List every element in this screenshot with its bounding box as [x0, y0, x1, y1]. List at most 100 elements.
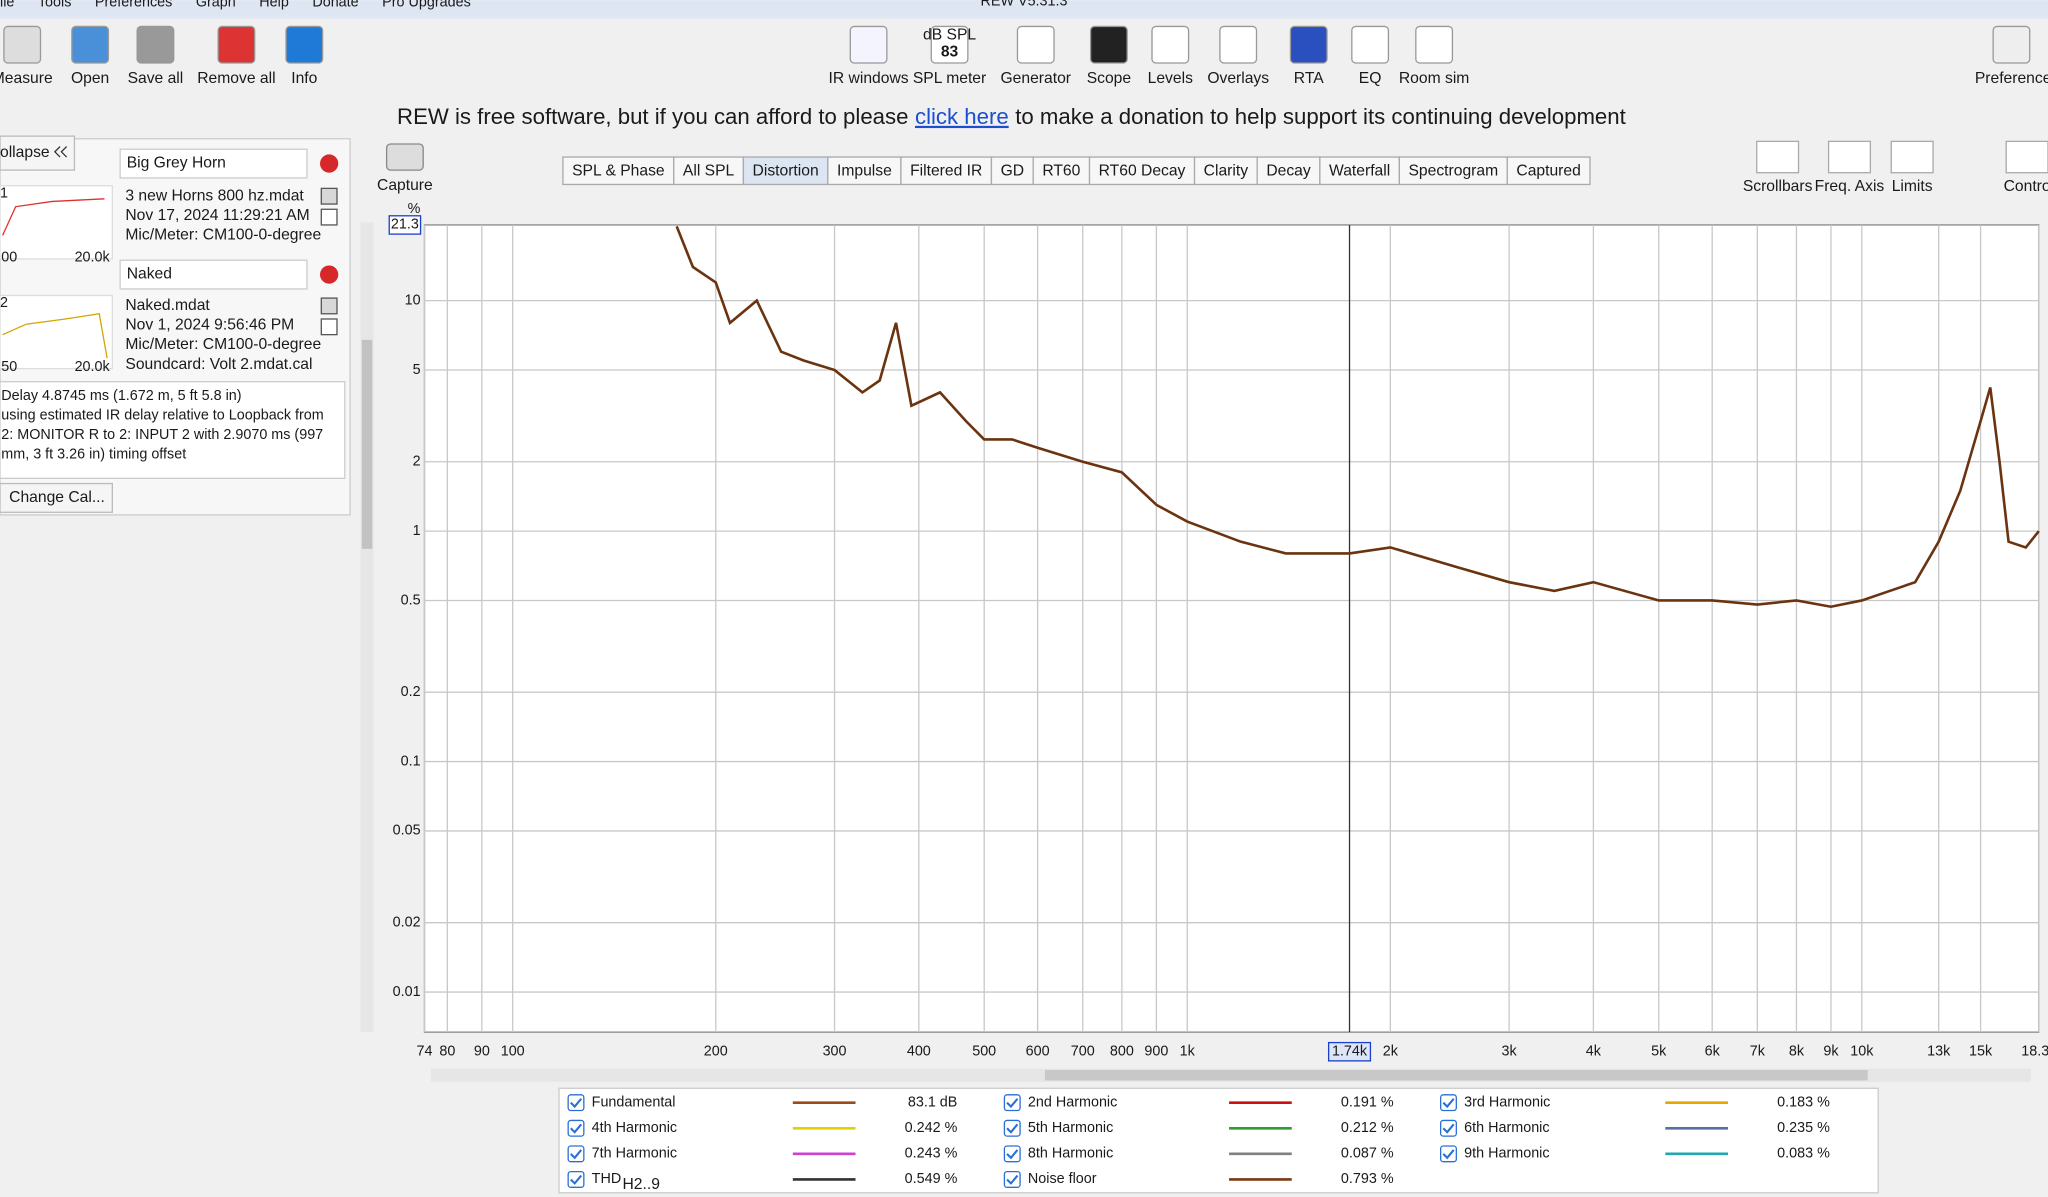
measurement-name: Naked — [127, 266, 172, 283]
measurement-action[interactable] — [320, 208, 338, 226]
y-tick-label: 1 — [413, 523, 421, 539]
toolbar-label: Info — [291, 70, 317, 87]
capture-icon[interactable] — [385, 143, 424, 171]
menu-item: Donate — [312, 0, 358, 11]
remove-button[interactable] — [320, 265, 339, 284]
tab-label: RT60 Decay — [1099, 163, 1186, 180]
y-tick-label: 0.01 — [393, 984, 421, 1000]
x-tick-label: 74 — [416, 1044, 432, 1060]
toolbar-icon[interactable] — [1016, 25, 1055, 64]
name-field[interactable] — [119, 148, 308, 179]
measurement-action[interactable] — [320, 297, 338, 315]
legend-name: 2nd Harmonic — [1028, 1094, 1117, 1110]
toolbar-label: Open — [71, 70, 109, 87]
tab[interactable] — [1088, 156, 1196, 186]
legend-checkbox[interactable] — [1003, 1094, 1021, 1112]
tab[interactable] — [900, 156, 993, 186]
legend-checkbox[interactable] — [1440, 1094, 1457, 1112]
x-tick-label: 700 — [1071, 1044, 1095, 1060]
toolbar-icon[interactable] — [1992, 25, 2031, 64]
x-tick-label: 100 — [501, 1044, 525, 1060]
tab[interactable] — [827, 156, 902, 186]
legend-checkbox[interactable] — [1003, 1119, 1021, 1137]
tab[interactable] — [1506, 156, 1591, 186]
menu-item: Preferences — [95, 0, 172, 11]
x-tick-label: 800 — [1110, 1044, 1134, 1060]
thumbnail-label: 50 — [1, 359, 17, 375]
legend-check — [1006, 1123, 1019, 1134]
toolbar-icon[interactable] — [1151, 25, 1190, 64]
toolbar-icon[interactable] — [71, 25, 110, 64]
graph-tool-icon[interactable] — [1756, 140, 1800, 174]
toolbar-icon[interactable] — [285, 25, 324, 64]
tab[interactable] — [1256, 156, 1321, 186]
x-tick-label: 400 — [907, 1044, 931, 1060]
legend-name: 4th Harmonic — [592, 1120, 677, 1136]
legend-value: 0.549 % — [905, 1171, 958, 1187]
thumbnail — [0, 294, 113, 370]
menu-item: ile — [0, 0, 14, 11]
legend-value: 0.793 % — [1341, 1171, 1394, 1187]
measurement-detail: Nov 17, 2024 11:29:21 AM — [125, 207, 309, 224]
x-tick-label: 8k — [1789, 1044, 1805, 1060]
name-field[interactable] — [119, 259, 308, 290]
legend-checkbox[interactable] — [1440, 1145, 1457, 1163]
legend-checkbox[interactable] — [567, 1094, 585, 1112]
tab[interactable] — [990, 156, 1034, 186]
graph-tool-icon[interactable] — [1827, 140, 1872, 174]
measurement-detail: Naked.mdat — [125, 297, 210, 314]
plot-area — [423, 224, 2040, 1033]
toolbar-icon[interactable] — [849, 25, 888, 64]
legend-checkbox[interactable] — [1440, 1119, 1457, 1137]
toolbar-icon[interactable] — [136, 25, 175, 64]
toolbar-icon[interactable] — [1289, 25, 1328, 64]
legend-check — [570, 1098, 583, 1109]
change-cal-label: Change Cal... — [9, 489, 105, 506]
legend-checkbox[interactable] — [1003, 1170, 1021, 1188]
legend-checkbox[interactable] — [1003, 1145, 1021, 1163]
legend-check — [1442, 1149, 1455, 1160]
h-scroll-thumb[interactable] — [1044, 1070, 1868, 1081]
x-tick-label: 500 — [972, 1044, 996, 1060]
y-tick-label: 2 — [413, 454, 421, 470]
change-cal-button[interactable] — [0, 482, 113, 513]
tab[interactable] — [1319, 156, 1401, 186]
remove-button[interactable] — [320, 154, 339, 173]
legend-checkbox[interactable] — [567, 1170, 585, 1188]
x-tick-label: 9k — [1823, 1044, 1839, 1060]
legend-check — [1442, 1098, 1455, 1109]
legend-checkbox[interactable] — [567, 1119, 585, 1137]
banner-link[interactable]: click here — [915, 104, 1009, 129]
legend-checkbox[interactable] — [567, 1145, 585, 1163]
toolbar-icon[interactable] — [217, 25, 256, 64]
measurement-action[interactable] — [320, 187, 338, 205]
thumbnail-label: 00 — [1, 249, 17, 265]
toolbar-label: SPL meter — [913, 70, 986, 87]
graph-tool-icon[interactable] — [1890, 140, 1934, 174]
toolbar-icon[interactable] — [1219, 25, 1258, 64]
tab[interactable] — [562, 156, 675, 186]
spl-icon-value: 83 — [941, 44, 959, 61]
tab[interactable] — [1032, 156, 1091, 186]
graph-tool-icon[interactable] — [2005, 140, 2048, 174]
toolbar-icon[interactable] — [1351, 25, 1390, 64]
sidebar-scroll-thumb[interactable] — [361, 339, 373, 549]
x-tick-label: 200 — [704, 1044, 728, 1060]
toolbar-icon[interactable] — [930, 25, 969, 64]
x-tick-label: 300 — [823, 1044, 847, 1060]
tab-label: Decay — [1266, 163, 1311, 180]
thumbnail-index: 2 — [0, 295, 8, 311]
tab[interactable] — [673, 156, 745, 186]
legend-value: 0.087 % — [1341, 1146, 1394, 1162]
measurement-action[interactable] — [320, 318, 338, 336]
tab[interactable] — [742, 156, 829, 186]
legend-value: 0.183 % — [1777, 1094, 1830, 1110]
toolbar-icon[interactable] — [1089, 25, 1128, 64]
toolbar-label: IR windows — [829, 70, 909, 87]
toolbar-icon[interactable] — [1415, 25, 1454, 64]
legend-value: 0.083 % — [1777, 1146, 1830, 1162]
toolbar-icon[interactable] — [3, 25, 42, 64]
legend-name: 5th Harmonic — [1028, 1120, 1113, 1136]
